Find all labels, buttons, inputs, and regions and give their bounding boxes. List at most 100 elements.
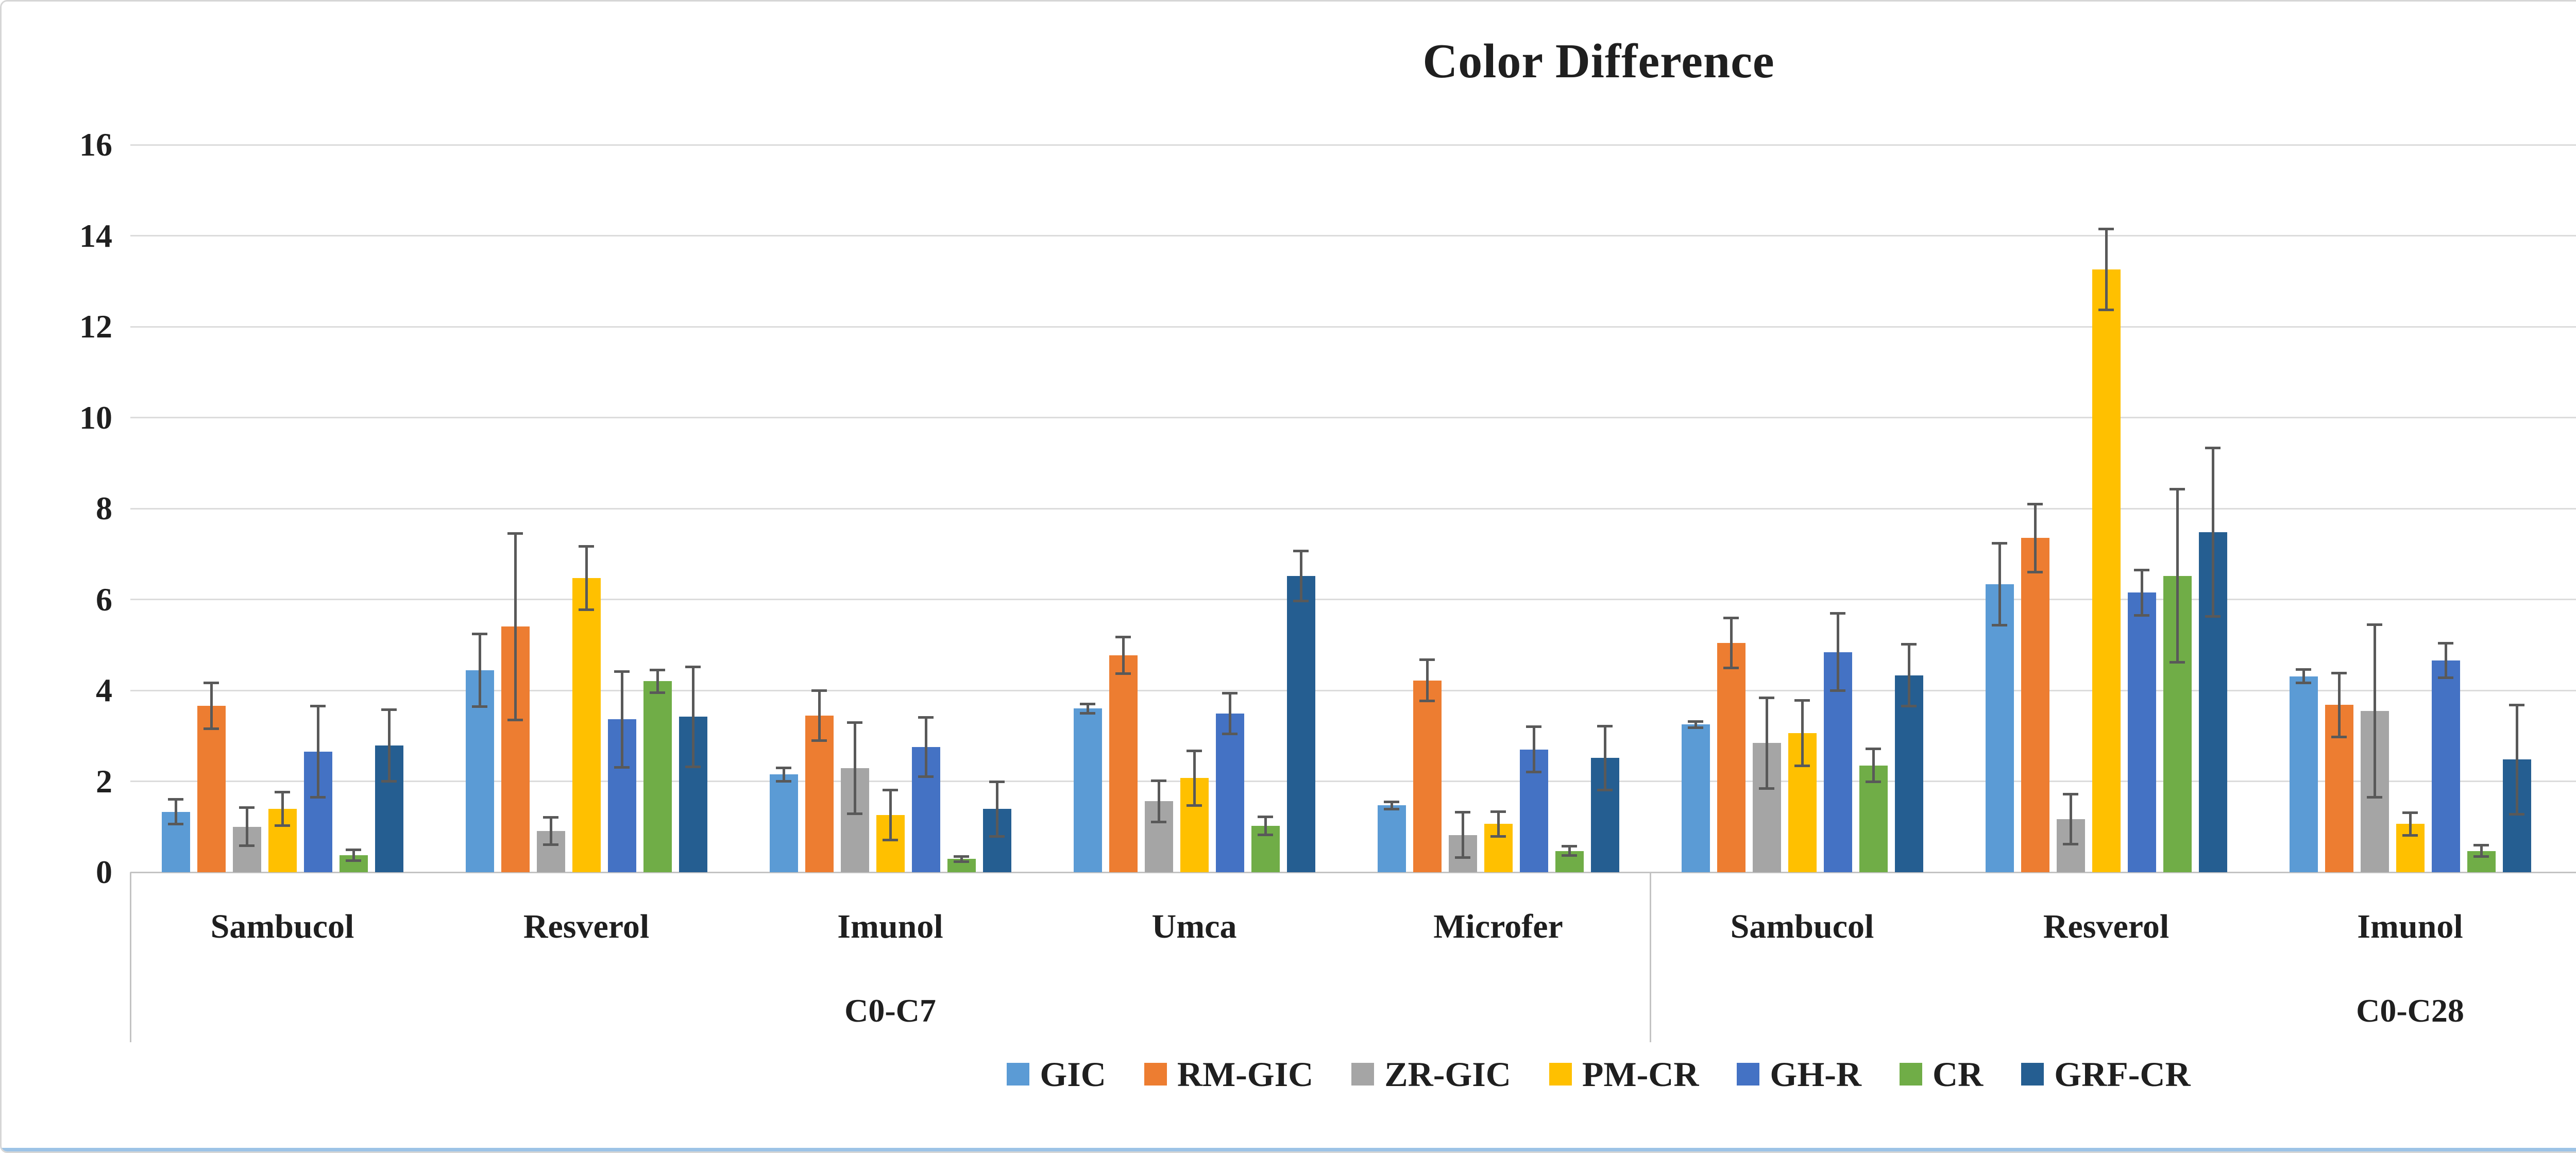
y-axis-tick-label: 8 [96,490,112,527]
error-cap-bottom [1115,672,1131,675]
error-bar-RM-GIC-Sambucol-C0-C7 [210,683,213,729]
error-bar-GRF-CR-Imunol-C0-C28 [2515,705,2518,815]
error-bar-RM-GIC-Imunol-C0-C28 [2337,673,2341,737]
error-cap-bottom [1830,689,1845,692]
bar-GIC-Resverol-C0-C28 [1985,584,2014,872]
y-axis-tick-label: 2 [96,762,112,800]
error-cap-top [1794,699,1810,702]
legend-item-PM-CR: PM-CR [1549,1054,1699,1095]
bar-CR-Resverol-C0-C7 [643,681,672,872]
error-bar-PM-CR-Sambucol-C0-C28 [1801,700,1804,766]
error-cap-top [2331,671,2347,674]
error-cap-bottom [685,765,701,768]
error-bar-RM-GIC-Resverol-C0-C28 [2033,504,2037,572]
axis-separator-1 [1649,872,1651,1042]
y-axis-tick-label: 16 [79,126,112,163]
category-label-Umca: Umca [1151,908,1237,945]
error-cap-top [2134,568,2149,571]
bar-GH-R-Resverol-C0-C28 [2127,592,2156,872]
error-cap-bottom [346,859,361,862]
gridline-y14 [130,235,2576,236]
error-cap-top [2098,227,2114,230]
error-cap-bottom [1866,780,1881,783]
error-cap-bottom [1562,854,1577,857]
error-cap-bottom [275,824,290,827]
error-cap-top [1759,696,1774,699]
error-cap-bottom [1794,764,1810,767]
error-cap-top [883,788,898,791]
axis-separator-0 [129,872,131,1042]
error-bar-ZR-GIC-Sambucol-C0-C28 [1765,698,1768,789]
error-bar-GRF-CR-Sambucol-C0-C28 [1907,644,1910,706]
error-cap-bottom [2063,842,2078,845]
error-bar-GRF-CR-Imunol-C0-C7 [995,782,998,837]
error-cap-top [2205,447,2221,450]
error-cap-bottom [2296,682,2311,685]
error-cap-top [1151,779,1166,783]
gridline-y8 [130,507,2576,510]
error-cap-bottom [2473,855,2489,858]
error-bar-CR-Resverol-C0-C28 [2176,489,2179,663]
error-bar-GRF-CR-Resverol-C0-C28 [2211,448,2214,617]
category-label-Resverol: Resverol [2043,908,2170,945]
bar-GH-R-Umca-C0-C7 [1215,714,1244,872]
error-cap-bottom [239,844,255,847]
error-cap-bottom [2170,660,2185,664]
error-bar-GRF-CR-Resverol-C0-C7 [691,667,694,767]
error-cap-bottom [1490,835,1506,838]
error-cap-top [2063,792,2078,795]
error-bar-ZR-GIC-Umca-C0-C7 [1157,781,1160,822]
error-bar-GH-R-Imunol-C0-C7 [924,717,927,777]
error-cap-top [1490,810,1506,813]
gridline-y12 [130,326,2576,328]
error-bar-ZR-GIC-Resverol-C0-C7 [549,817,552,845]
error-bar-RM-GIC-Sambucol-C0-C28 [1730,618,1733,668]
legend-item-GH-R: GH-R [1737,1054,1861,1095]
error-cap-bottom [1688,726,1703,729]
error-cap-top [1187,749,1202,752]
error-cap-top [346,849,361,852]
error-cap-top [1293,549,1309,552]
error-bar-PM-CR-Umca-C0-C7 [1193,751,1196,806]
x-axis-line [130,871,2576,873]
error-cap-bottom [883,838,898,841]
error-cap-top [1384,800,1399,803]
error-bar-ZR-GIC-Microfer-C0-C7 [1461,812,1464,858]
error-bar-PM-CR-Imunol-C0-C28 [2409,812,2412,836]
bar-GIC-Imunol-C0-C28 [2289,676,2318,872]
error-cap-bottom [1723,667,1739,670]
error-cap-top [1419,658,1435,662]
error-cap-bottom [989,835,1005,838]
legend-swatch-GRF-CR [2021,1063,2044,1086]
error-bar-GRF-CR-Umca-C0-C7 [1299,551,1302,601]
error-cap-top [310,705,326,708]
error-cap-top [2296,668,2311,671]
error-bar-GIC-Sambucol-C0-C28 [1694,721,1697,728]
error-bar-CR-Imunol-C0-C28 [2480,845,2483,857]
error-cap-top [2367,623,2382,626]
error-cap-bottom [954,860,969,863]
error-cap-top [614,670,630,673]
error-bar-GIC-Microfer-C0-C7 [1390,802,1393,809]
error-bar-PM-CR-Resverol-C0-C28 [2105,229,2108,310]
error-cap-bottom [847,812,862,815]
legend-label-ZR-GIC: ZR-GIC [1384,1054,1511,1094]
legend-label-GH-R: GH-R [1770,1054,1861,1094]
error-cap-top [1222,691,1238,694]
legend-label-RM-GIC: RM-GIC [1177,1054,1314,1094]
error-cap-top [954,855,969,858]
error-bar-RM-GIC-Microfer-C0-C7 [1426,659,1429,701]
legend-item-GRF-CR: GRF-CR [2021,1054,2191,1095]
legend-label-GIC: GIC [1040,1054,1106,1094]
error-bar-GRF-CR-Sambucol-C0-C7 [387,709,391,782]
error-cap-bottom [2205,615,2221,618]
error-bar-ZR-GIC-Imunol-C0-C28 [2373,624,2376,798]
error-cap-bottom [2367,795,2382,799]
error-cap-bottom [1992,624,2007,627]
error-cap-top [2438,641,2453,645]
error-bar-GIC-Sambucol-C0-C7 [174,799,177,824]
error-cap-top [381,708,397,711]
error-cap-bottom [1526,771,1541,774]
error-cap-top [1866,748,1881,751]
group-label-C0-C7: C0-C7 [844,992,936,1029]
